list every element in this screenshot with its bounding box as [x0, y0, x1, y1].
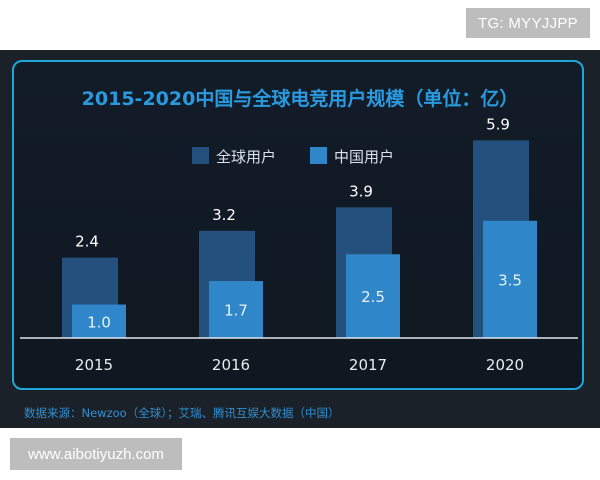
- value-label-global-2016: 3.2: [212, 206, 236, 224]
- x-tick-2016: 2016: [212, 356, 250, 374]
- value-label-china-2020: 3.5: [498, 271, 522, 289]
- value-label-china-2015: 1.0: [87, 313, 111, 331]
- value-label-global-2020: 5.9: [486, 115, 510, 133]
- legend-label-global: 全球用户: [216, 148, 276, 166]
- legend-swatch-global: [192, 147, 209, 164]
- watermark-url: www.aibotiyuzh.com: [10, 438, 182, 470]
- legend-label-china: 中国用户: [334, 148, 394, 166]
- bar-china-2016: [209, 281, 263, 338]
- bar-china-2015: [72, 304, 126, 338]
- chart-panel: 2015-2020中国与全球电竞用户规模（单位：亿） 全球用户 中国用户 2.4 1.0…: [0, 50, 600, 428]
- value-label-china-2016: 1.7: [224, 302, 248, 320]
- watermark-top: TG: MYYJJPP: [466, 8, 590, 38]
- bar-china-2020: [483, 220, 537, 338]
- value-label-china-2017: 2.5: [361, 288, 385, 306]
- x-tick-2020: 2020: [486, 356, 524, 374]
- bar-china-2017: [346, 254, 400, 338]
- value-label-global-2017: 3.9: [349, 182, 373, 200]
- legend-swatch-china: [310, 147, 327, 164]
- x-tick-2015: 2015: [75, 356, 113, 374]
- chart-title: 2015-2020中国与全球电竞用户规模（单位：亿）: [82, 87, 519, 110]
- source-note: 数据来源：Newzoo（全球）；艾瑞、腾讯互娱大数据（中国）: [24, 406, 340, 420]
- value-label-global-2015: 2.4: [75, 233, 99, 251]
- bar-chart: 2015-2020中国与全球电竞用户规模（单位：亿） 全球用户 中国用户 2.4 1.0…: [20, 87, 578, 374]
- x-tick-2017: 2017: [349, 356, 387, 374]
